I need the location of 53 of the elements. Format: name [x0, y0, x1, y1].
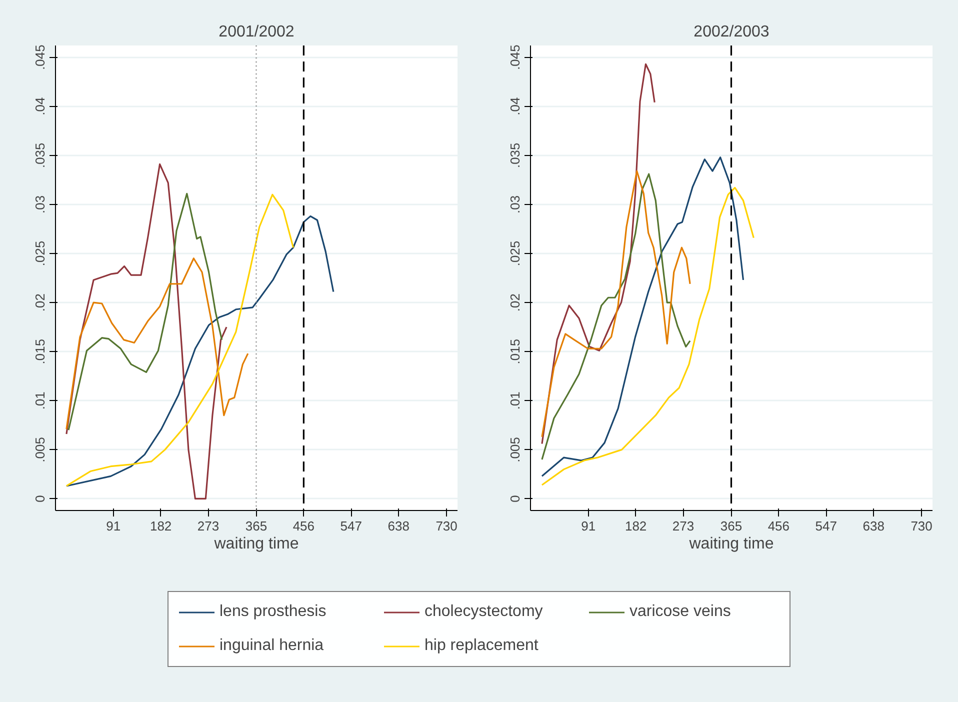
- x-tick-label: 547: [340, 518, 362, 534]
- y-tick-label: .03: [508, 195, 522, 214]
- x-tick-label: 91: [581, 518, 596, 534]
- y-tick-label: .03: [32, 195, 48, 214]
- line-series: [541, 156, 744, 477]
- line-series: [541, 63, 656, 445]
- x-tick-label: 365: [245, 518, 268, 534]
- x-tick-label: 91: [106, 518, 121, 534]
- legend-label: inguinal hernia: [220, 636, 325, 654]
- x-tick-label: 456: [768, 518, 790, 534]
- y-tick-label: .045: [32, 44, 48, 70]
- x-tick-label: 456: [292, 518, 315, 534]
- legend-label: lens prosthesis: [220, 602, 328, 620]
- x-tick-label: 730: [910, 518, 932, 534]
- y-tick-label: .02: [508, 293, 522, 312]
- x-axis-title: waiting time: [688, 536, 774, 552]
- x-axis-title: waiting time: [213, 536, 299, 552]
- line-series: [66, 215, 334, 487]
- y-tick-label: .045: [508, 44, 522, 70]
- x-tick-label: 182: [150, 518, 172, 534]
- y-tick-label: .01: [508, 392, 522, 410]
- y-tick-label: .025: [508, 240, 522, 266]
- y-tick-label: .015: [32, 338, 48, 364]
- y-tick-label: .015: [508, 338, 522, 364]
- y-tick-label: .005: [32, 437, 48, 462]
- chart-title: 2001/2002: [218, 24, 294, 40]
- y-tick-label: .035: [32, 142, 48, 168]
- legend-label: varicose veins: [630, 602, 732, 620]
- y-tick-label: .01: [32, 392, 48, 410]
- y-tick-label: 0: [508, 495, 522, 502]
- y-tick-label: .04: [32, 97, 48, 116]
- x-tick-label: 638: [862, 518, 884, 534]
- x-tick-label: 273: [197, 518, 220, 534]
- y-tick-label: 0: [32, 495, 48, 502]
- line-series: [66, 163, 228, 500]
- line-series: [66, 258, 249, 430]
- y-tick-label: .005: [508, 437, 522, 462]
- x-tick-label: 547: [815, 518, 837, 534]
- legend-label: hip replacement: [424, 636, 540, 654]
- x-tick-label: 182: [624, 518, 647, 534]
- chart-title: 2002/2003: [694, 24, 770, 40]
- y-tick-label: .02: [32, 293, 48, 312]
- legend-label: cholecystectomy: [424, 602, 544, 620]
- x-tick-label: 730: [436, 518, 458, 534]
- y-tick-label: .035: [508, 142, 522, 168]
- x-tick-label: 273: [672, 518, 694, 534]
- line-series: [541, 186, 754, 486]
- x-tick-label: 365: [720, 518, 742, 534]
- line-series: [66, 194, 294, 487]
- y-tick-label: .025: [32, 240, 48, 266]
- y-tick-label: .04: [508, 97, 522, 116]
- line-series: [68, 192, 223, 431]
- x-tick-label: 638: [388, 518, 410, 534]
